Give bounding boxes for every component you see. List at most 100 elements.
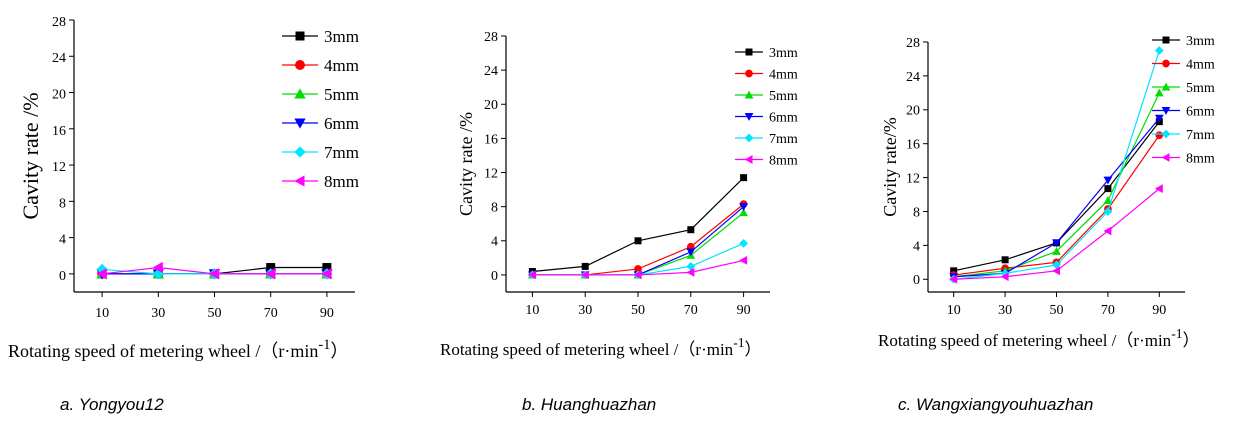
y-tick-label: 12 — [484, 166, 498, 181]
x-axis-title: Rotating speed of metering wheel /（r·min… — [8, 337, 348, 361]
legend-marker — [1161, 153, 1170, 162]
data-point — [1052, 246, 1061, 255]
y-tick-label: 4 — [913, 239, 920, 254]
legend-marker — [295, 31, 305, 41]
x-tick-label: 10 — [947, 303, 961, 318]
data-point — [1103, 207, 1113, 216]
legend-label: 6mm — [324, 114, 359, 133]
data-point — [950, 267, 958, 275]
data-point — [949, 274, 958, 284]
x-tick-label: 70 — [264, 306, 278, 321]
y-tick-label: 8 — [59, 196, 66, 211]
data-point — [580, 270, 589, 280]
y-tick-label: 12 — [906, 171, 920, 186]
legend-marker — [745, 48, 753, 56]
series-4mm — [949, 131, 1164, 279]
x-tick-label: 90 — [737, 303, 751, 318]
x-tick-label: 10 — [95, 306, 109, 321]
legend-label: 3mm — [1186, 34, 1215, 49]
legend-label: 4mm — [324, 56, 359, 75]
legend-label: 7mm — [769, 132, 798, 147]
legend-marker — [745, 69, 753, 78]
data-point — [686, 262, 696, 271]
series-8mm — [96, 261, 332, 280]
data-point — [528, 270, 536, 280]
y-tick-label: 24 — [906, 70, 920, 85]
x-tick-label: 90 — [1152, 303, 1166, 318]
x-axis-title-end: ） — [1183, 331, 1200, 350]
data-point — [634, 237, 642, 245]
data-point — [321, 268, 332, 280]
y-tick-label: 28 — [484, 30, 498, 45]
y-tick-label: 20 — [906, 104, 920, 119]
legend: 3mm 4mm 5mm 6mm 7mm 8mm — [1152, 34, 1215, 166]
y-tick-label: 16 — [52, 124, 66, 139]
y-tick-label: 4 — [59, 233, 66, 248]
data-point — [1154, 184, 1163, 193]
y-axis-title: Cavity rate/% — [880, 117, 900, 216]
x-axis-title-sup: -1 — [733, 335, 744, 350]
y-tick-label: 16 — [906, 138, 920, 153]
data-point — [739, 203, 748, 212]
legend-marker — [294, 146, 306, 158]
legend-marker — [744, 90, 754, 99]
y-tick-label: 28 — [906, 36, 920, 51]
data-point — [1052, 239, 1061, 248]
x-tick-label: 30 — [998, 303, 1012, 318]
x-axis-title-sup: -1 — [1171, 326, 1182, 341]
legend-marker — [1161, 129, 1171, 139]
data-point — [686, 267, 695, 277]
chart-panel-3: 0 4 8 12 16 20 24 28 10 30 50 70 90 Cavity rate/% Rota… — [878, 34, 1215, 414]
x-axis-title-end: ） — [330, 341, 348, 361]
legend-label: 6mm — [1186, 104, 1215, 119]
legend-label: 5mm — [769, 89, 798, 104]
legend-label: 3mm — [324, 27, 359, 46]
data-point — [739, 208, 748, 217]
y-tick-label: 16 — [484, 132, 498, 147]
data-point — [740, 174, 748, 182]
legend-marker — [1162, 36, 1170, 44]
data-point — [1103, 226, 1112, 236]
y-tick-label: 8 — [491, 201, 498, 216]
legend-marker — [294, 88, 306, 99]
y-tick-label: 20 — [484, 98, 498, 113]
y-tick-label: 0 — [913, 273, 920, 288]
y-tick-label: 0 — [59, 269, 66, 284]
data-point — [1103, 176, 1113, 185]
x-axis-title-sup: -1 — [318, 337, 330, 353]
x-tick-label: 10 — [525, 303, 539, 318]
legend-label: 3mm — [769, 46, 798, 61]
y-tick-label: 20 — [52, 87, 66, 102]
legend-marker — [294, 118, 306, 129]
legend-marker — [295, 60, 305, 70]
data-point — [687, 226, 695, 234]
data-point — [1001, 256, 1009, 264]
y-tick-label: 24 — [52, 51, 66, 66]
legend-label: 6mm — [769, 110, 798, 125]
series-8mm — [528, 256, 748, 280]
legend-marker — [744, 133, 754, 143]
legend-label: 5mm — [324, 85, 359, 104]
data-point — [1154, 114, 1164, 123]
x-tick-label: 70 — [684, 303, 698, 318]
series-5mm — [949, 88, 1164, 281]
data-point — [739, 256, 748, 265]
data-point — [1155, 131, 1164, 140]
series-8mm — [949, 184, 1163, 284]
legend-label: 4mm — [1186, 57, 1215, 72]
data-point — [633, 270, 642, 280]
y-axis-title: Cavity rate /% — [456, 112, 476, 216]
panel-caption: a. Yongyou12 — [60, 395, 164, 414]
x-axis-title-end: ） — [745, 340, 762, 359]
panel-caption: c. Wangxiangyouhuazhan — [898, 395, 1093, 414]
data-point — [581, 262, 589, 270]
data-point — [208, 268, 219, 280]
legend-label: 7mm — [324, 143, 359, 162]
legend-marker — [744, 155, 753, 164]
x-tick-label: 30 — [151, 306, 165, 321]
x-tick-label: 70 — [1101, 303, 1115, 318]
x-tick-label: 30 — [578, 303, 592, 318]
data-point — [634, 265, 642, 273]
y-axis-title: Cavity rate /% — [18, 92, 43, 219]
